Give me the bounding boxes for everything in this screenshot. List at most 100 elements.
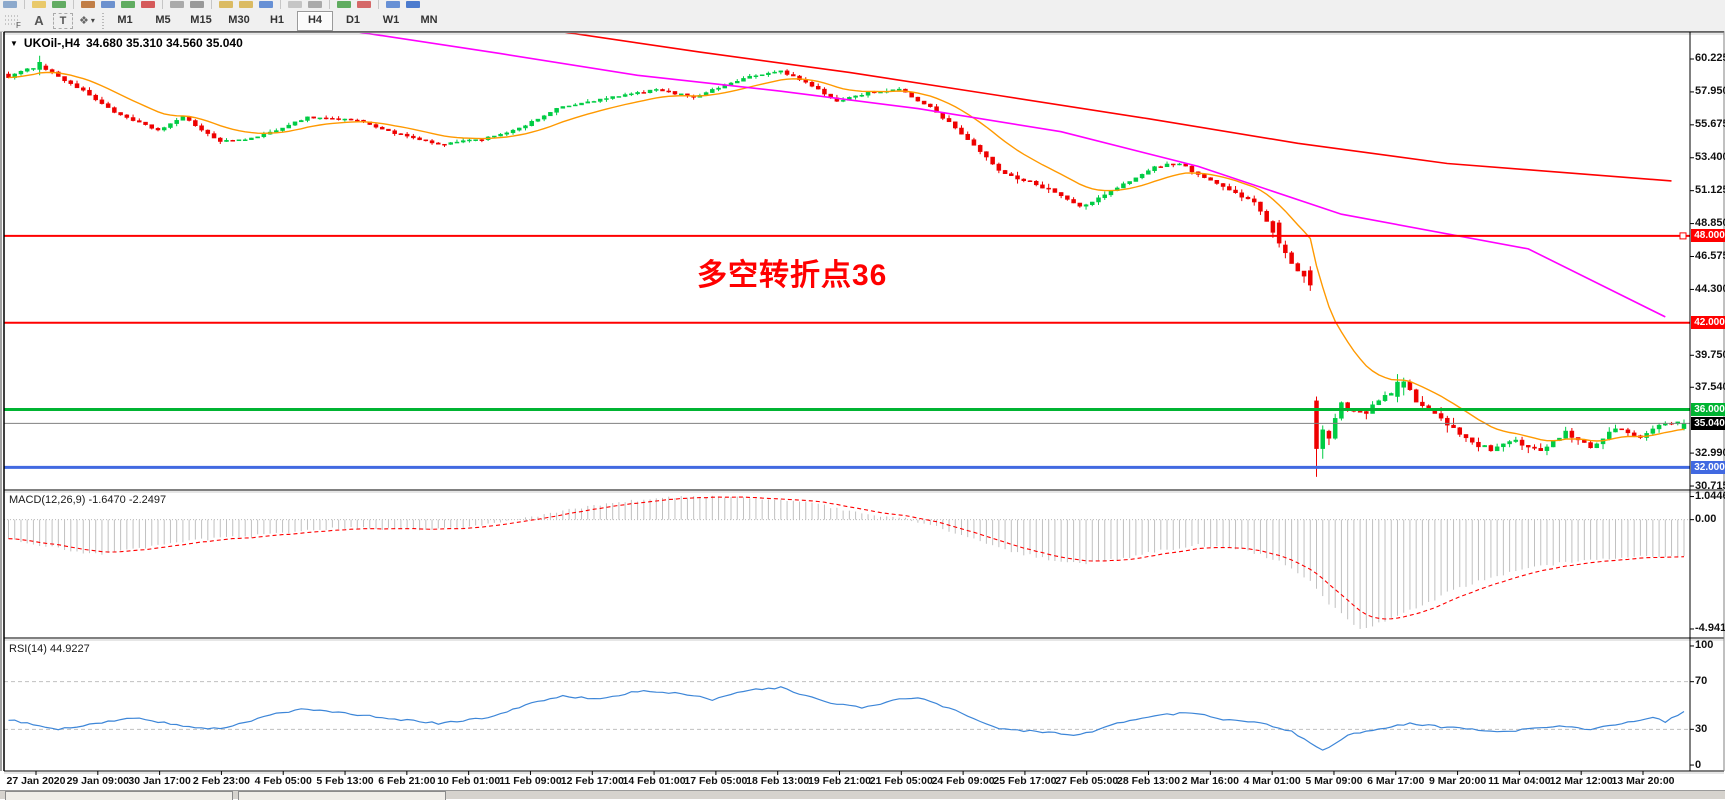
rsi-scale-label: 70 — [1695, 675, 1708, 688]
toolbar-icon-sliver[interactable] — [81, 1, 95, 8]
toolbar-icon-sliver[interactable] — [3, 1, 17, 8]
macd-scale-label: 1.0446 — [1695, 490, 1725, 503]
time-axis-label: 12 Mar 12:00 — [1549, 775, 1613, 787]
chart-tab-stub[interactable] — [5, 791, 233, 800]
price-line-badge: 42.000 — [1691, 316, 1725, 330]
time-axis-label: 6 Feb 21:00 — [378, 775, 436, 787]
toolbar-group-separator — [24, 0, 25, 9]
toolbar-icon-sliver[interactable] — [141, 1, 155, 8]
toolbar-icon-sliver[interactable] — [239, 1, 253, 8]
time-axis-label: 11 Feb 09:00 — [499, 775, 562, 787]
timeframe-button-d1[interactable]: D1 — [345, 13, 361, 26]
label-icon[interactable]: T — [53, 12, 73, 29]
rsi-scale-label: 100 — [1695, 639, 1714, 652]
time-axis-label: 5 Mar 09:00 — [1305, 775, 1363, 787]
time-axis-label: 13 Mar 20:00 — [1611, 775, 1675, 787]
rsi-scale-label: 30 — [1695, 722, 1708, 735]
chart-frame — [0, 31, 1725, 775]
macd-scale-label: -4.9417 — [1695, 622, 1725, 635]
price-axis-label: 46.575 — [1695, 250, 1725, 262]
price-axis-label: 48.850 — [1695, 217, 1725, 230]
time-axis-label: 19 Feb 21:00 — [807, 775, 872, 787]
text-icon[interactable]: A — [34, 13, 44, 28]
arrows-dropdown-caret[interactable]: ▾ — [90, 16, 95, 25]
time-axis-label: 24 Feb 09:00 — [931, 775, 995, 787]
moving-averages — [8, 33, 1685, 442]
toolbar-group-separator — [162, 0, 163, 9]
price-axis-label: 53.400 — [1695, 151, 1725, 164]
price-line-badge: 48.000 — [1691, 229, 1725, 243]
time-axis-label: 2 Feb 23:00 — [192, 775, 251, 787]
rsi-panel — [4, 681, 1690, 751]
timeframe-button-m5[interactable]: M5 — [155, 13, 171, 26]
fibonacci-icon[interactable]: F — [1, 12, 25, 29]
time-axis-label: 12 Feb 17:00 — [560, 775, 624, 787]
chart-tab-stub[interactable] — [238, 791, 446, 800]
time-axis-label: 25 Feb 17:00 — [993, 775, 1057, 787]
toolbar-icon-sliver[interactable] — [259, 1, 273, 8]
toolbar-icon-sliver[interactable] — [170, 1, 184, 8]
price-axis-label: 37.540 — [1695, 380, 1725, 393]
time-axis-label: 4 Mar 01:00 — [1243, 775, 1301, 787]
toolbar-icon-sliver[interactable] — [190, 1, 204, 8]
toolbar-icon-sliver[interactable] — [337, 1, 351, 8]
chart-text-annotation[interactable]: 多空转折点36 — [697, 259, 888, 292]
time-axis-label: 4 Feb 05:00 — [254, 775, 312, 787]
price-axis-label: 32.990 — [1695, 446, 1725, 459]
arrows-icon[interactable]: ❖ ▾ — [79, 15, 95, 27]
macd-indicator-label: MACD(12,26,9) -1.6470 -2.2497 — [9, 494, 167, 506]
time-axis-label: 14 Feb 01:00 — [622, 775, 686, 787]
timeframe-button-m15[interactable]: M15 — [190, 13, 212, 26]
time-axis-label: 18 Feb 13:00 — [746, 775, 810, 787]
price-axis-label: 60.225 — [1695, 52, 1725, 65]
toolbar-group-separator — [378, 0, 379, 9]
toolbar-icon-sliver[interactable] — [406, 1, 420, 8]
chart-title-collapse-icon[interactable]: ▼ — [10, 38, 18, 48]
timeframe-button-m1[interactable]: M1 — [117, 13, 133, 26]
toolbar-icon-sliver[interactable] — [52, 1, 66, 8]
time-axis-label: 21 Feb 05:00 — [869, 775, 933, 787]
time-axis-label: 30 Jan 17:00 — [128, 775, 191, 787]
timeframe-button-mn[interactable]: MN — [420, 13, 438, 26]
toolbar-icon-sliver[interactable] — [288, 1, 302, 8]
toolbar-group-separator — [73, 0, 74, 9]
toolbar-icon-sliver[interactable] — [219, 1, 233, 8]
time-axis-label: 9 Mar 20:00 — [1428, 775, 1487, 787]
ohlc-values: 34.680 35.310 34.560 35.040 — [85, 36, 243, 50]
time-axis-label: 27 Jan 2020 — [6, 775, 66, 787]
timeframe-button-h4[interactable]: H4 — [297, 10, 333, 31]
time-axis-label: 29 Jan 09:00 — [66, 775, 130, 787]
horizontal-price-lines[interactable] — [4, 232, 1690, 469]
price-axis-label: 39.750 — [1695, 348, 1725, 361]
time-axis-label: 11 Mar 04:00 — [1488, 775, 1551, 787]
toolbar-group-separator — [280, 0, 281, 9]
timeframe-button-group: M1 M5 M15 M30 H1 H4 D1 W1 MN — [106, 10, 448, 31]
timeframe-button-h1[interactable]: H1 — [269, 13, 285, 26]
chart-tabs-strip — [0, 790, 1725, 800]
price-axis-label: 51.125 — [1695, 184, 1725, 197]
toolbar-icon-sliver[interactable] — [386, 1, 400, 8]
price-line-badge: 36.000 — [1691, 403, 1725, 417]
time-axis-label: 28 Feb 13:00 — [1117, 775, 1181, 787]
toolbar-icon-sliver[interactable] — [121, 1, 135, 8]
macd-scale-label: 0.00 — [1695, 513, 1717, 526]
rsi-indicator-label: RSI(14) 44.9227 — [9, 643, 90, 655]
toolbar-separator — [102, 12, 104, 29]
rsi-scale-label: 0 — [1695, 758, 1702, 771]
time-axis-label: 6 Mar 17:00 — [1367, 775, 1425, 787]
toolbar-icon-sliver[interactable] — [32, 1, 46, 8]
toolbar-icon-sliver[interactable] — [101, 1, 115, 8]
price-axis-label: 55.675 — [1695, 118, 1725, 131]
timeframe-button-w1[interactable]: W1 — [382, 13, 400, 26]
toolbar-icon-sliver[interactable] — [308, 1, 322, 8]
chart-symbol-title: ▼ UKOil-,H4 34.680 35.310 34.560 35.040 — [10, 36, 243, 50]
time-axis-label: 17 Feb 05:00 — [684, 775, 748, 787]
symbol-period-label: UKOil-,H4 — [23, 36, 80, 50]
timeframe-button-m30[interactable]: M30 — [228, 13, 250, 26]
price-line-badge: 35.040 — [1691, 416, 1725, 430]
price-axis-label: 30.715 — [1695, 479, 1725, 492]
toolbar-icon-sliver[interactable] — [357, 1, 371, 8]
time-axis-label: 10 Feb 01:00 — [437, 775, 501, 787]
